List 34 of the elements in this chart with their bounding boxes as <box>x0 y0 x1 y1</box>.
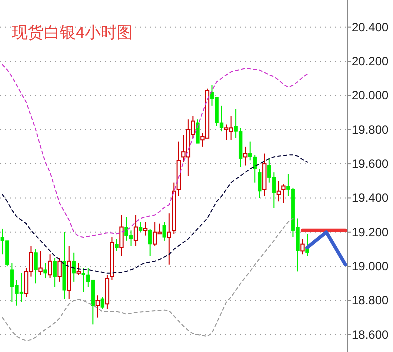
y-tick-label: 20.000 <box>352 88 390 103</box>
candlestick <box>162 222 166 242</box>
candlestick <box>120 214 124 257</box>
candlestick <box>53 258 57 288</box>
y-tick-label: 19.400 <box>352 191 390 206</box>
candlestick <box>258 168 262 199</box>
candlestick <box>100 296 105 310</box>
y-tick-label: 19.800 <box>352 122 390 137</box>
candlestick <box>72 252 76 282</box>
candlestick <box>134 214 138 247</box>
candlestick <box>282 184 286 204</box>
candlestick <box>96 295 100 318</box>
y-tick-label: 19.600 <box>352 157 390 172</box>
y-tick-label: 19.200 <box>352 225 390 240</box>
candlestick <box>167 213 172 266</box>
candlestick <box>76 262 81 276</box>
candlestick <box>148 228 152 257</box>
candlestick <box>143 222 148 236</box>
candlestick <box>138 222 143 233</box>
candlestick <box>34 248 38 284</box>
candlestick <box>38 250 43 276</box>
text: 现货白银4小时图 <box>12 24 133 42</box>
y-tick-label: 20.400 <box>352 20 390 34</box>
candlestick <box>243 146 248 166</box>
y-tick-label: 19.000 <box>352 260 390 274</box>
candlestick <box>300 238 305 256</box>
y-tick-label: 18.600 <box>352 328 390 342</box>
candlestick <box>58 258 62 282</box>
y-tick-label: 20.200 <box>352 54 390 69</box>
candlestick <box>115 238 119 252</box>
candlestick <box>276 180 282 202</box>
candlestick <box>48 254 52 280</box>
y-tick-label: 18.800 <box>352 294 390 308</box>
candlestick <box>44 262 48 280</box>
